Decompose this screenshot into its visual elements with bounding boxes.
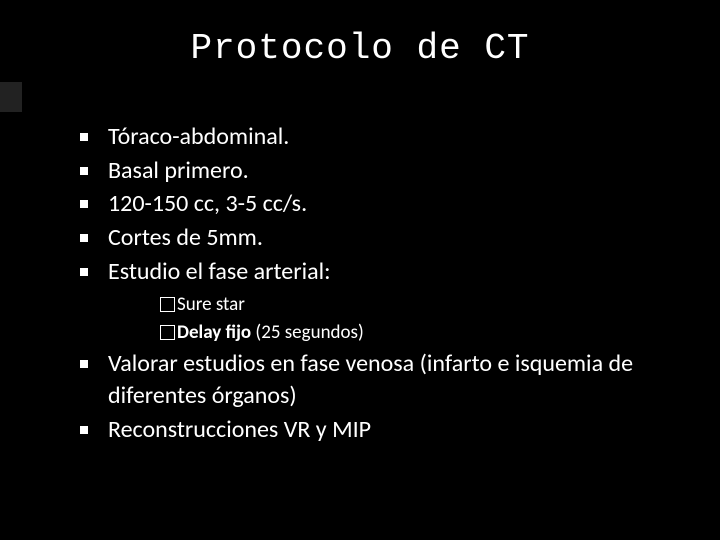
bullet-list: Tóraco-abdominal. Basal primero. 120-150… [10,121,710,445]
list-item: Tóraco-abdominal. [80,121,710,153]
sub-text: Sure star [177,293,245,316]
slide: Protocolo de CT Tóraco-abdominal. Basal … [0,0,720,540]
sub-list-item: Sure star [138,291,710,319]
box-icon [160,297,175,312]
bullet-text: Reconstrucciones VR y MIP [108,415,371,444]
box-icon [160,325,175,340]
list-item: 120-150 cc, 3-5 cc/s. [80,188,710,220]
bullet-text: Basal primero. [108,156,249,185]
list-item: Valorar estudios en fase venosa (infarto… [80,348,710,411]
bullet-text: Valorar estudios en fase venosa (infarto… [108,349,633,410]
sub-list: Sure star Delay fijo (25 segundos) [108,291,710,346]
list-item: Reconstrucciones VR y MIP [80,414,710,446]
list-item: Cortes de 5mm. [80,222,710,254]
bullet-text: Tóraco-abdominal. [108,122,289,151]
sub-list-item: Delay fijo (25 segundos) [138,319,710,347]
list-item: Estudio el fase arterial: Sure star Dela… [80,256,710,347]
sub-bold: Delay fijo [177,321,251,344]
slide-title: Protocolo de CT [10,28,710,69]
bullet-text: Cortes de 5mm. [108,223,263,252]
list-item: Basal primero. [80,155,710,187]
bullet-text: 120-150 cc, 3-5 cc/s. [108,189,307,218]
sub-text: (25 segundos) [251,321,364,344]
bullet-text: Estudio el fase arterial: [108,257,331,286]
accent-bar [0,82,22,112]
